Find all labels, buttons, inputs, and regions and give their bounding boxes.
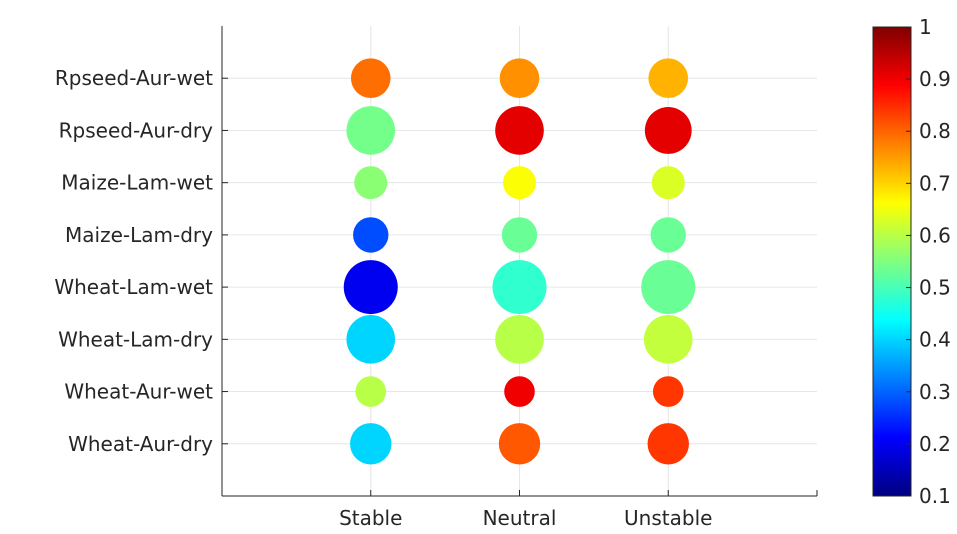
bubble-maize-lam-dry-stable: [353, 217, 389, 253]
bubble-maize-lam-wet-unstable: [651, 166, 685, 200]
bubble-maize-lam-dry-unstable: [650, 217, 686, 253]
bubble-rpseed-aur-wet-stable: [350, 58, 391, 99]
y-tick-label-wheat-aur-dry: Wheat-Aur-dry: [68, 432, 213, 456]
bubble-rpseed-aur-dry-neutral: [495, 106, 544, 155]
bubble-wheat-lam-wet-unstable: [641, 260, 696, 315]
bubble-rpseed-aur-dry-unstable: [644, 107, 692, 154]
bubble-wheat-aur-dry-unstable: [647, 423, 689, 465]
colorbar-tick-label: 0.2: [919, 432, 951, 456]
y-tick-label-wheat-lam-wet: Wheat-Lam-wet: [54, 275, 213, 299]
colorbar-gradient: [872, 26, 912, 497]
colorbar-tick-label: 0.8: [919, 119, 951, 143]
y-tick-label-rpseed-aur-wet: Rpseed-Aur-wet: [55, 66, 213, 90]
y-tick-label-rpseed-aur-dry: Rpseed-Aur-dry: [59, 118, 214, 142]
bubble-wheat-aur-wet-unstable: [652, 376, 684, 407]
bubble-rpseed-aur-dry-stable: [346, 106, 396, 155]
bubble-wheat-lam-wet-stable: [343, 260, 398, 315]
bubble-rpseed-aur-wet-neutral: [499, 58, 540, 99]
colorbar-tick-label: 1: [919, 15, 932, 39]
bubble-wheat-lam-dry-stable: [346, 315, 396, 364]
bubble-wheat-aur-dry-stable: [350, 423, 392, 465]
x-tick-label-stable: Stable: [339, 506, 402, 530]
colorbar-tick-label: 0.1: [919, 484, 951, 508]
bubble-layer: [343, 58, 696, 465]
colorbar-tick-label: 0.4: [919, 328, 951, 352]
bubble-wheat-lam-dry-unstable: [643, 315, 693, 364]
bubble-maize-lam-wet-stable: [354, 166, 388, 200]
colorbar: 0.1 0.2 0.3 0.4 0.5 0.6 0.7 0.8 0.9 1: [872, 15, 951, 508]
colorbar-tick-label: 0.6: [919, 223, 951, 247]
y-tick-label-wheat-lam-dry: Wheat-Lam-dry: [58, 327, 213, 351]
colorbar-tick-label: 0.7: [919, 171, 951, 195]
x-tick-label-neutral: Neutral: [483, 506, 557, 530]
y-tick-label-maize-lam-dry: Maize-Lam-dry: [65, 223, 213, 247]
y-tick-label-maize-lam-wet: Maize-Lam-wet: [61, 171, 213, 195]
bubble-wheat-aur-dry-neutral: [498, 423, 541, 465]
bubble-wheat-lam-dry-neutral: [495, 315, 544, 364]
bubble-wheat-aur-wet-stable: [355, 376, 387, 407]
y-tick-label-wheat-aur-wet: Wheat-Aur-wet: [64, 380, 213, 404]
colorbar-tick-label: 0.5: [919, 276, 951, 300]
bubble-wheat-aur-wet-neutral: [504, 376, 535, 407]
x-tick-labels: Stable Neutral Unstable: [339, 506, 712, 530]
colorbar-tick-label: 0.3: [919, 380, 951, 404]
bubble-maize-lam-dry-neutral: [501, 217, 538, 253]
bubble-wheat-lam-wet-neutral: [492, 260, 547, 315]
colorbar-tick-label: 0.9: [919, 67, 951, 91]
x-tick-label-unstable: Unstable: [624, 506, 712, 530]
bubble-maize-lam-wet-neutral: [503, 166, 536, 200]
y-tick-labels: Wheat-Aur-dry Wheat-Aur-wet Wheat-Lam-dry W…: [54, 66, 213, 456]
plot-axes: [221, 26, 818, 497]
bubble-rpseed-aur-wet-unstable: [648, 58, 689, 99]
